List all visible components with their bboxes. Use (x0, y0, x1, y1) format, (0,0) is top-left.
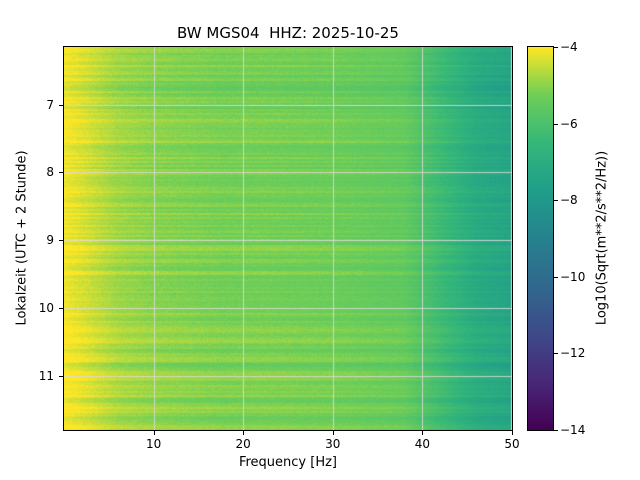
x-tick-label: 30 (325, 437, 341, 451)
colorbar-tick-mark (554, 123, 558, 125)
colorbar-tick-label: −14 (560, 423, 586, 437)
x-tick-mark (242, 431, 244, 435)
colorbar-tick-mark (554, 352, 558, 354)
colorbar-tick-mark (554, 199, 558, 201)
x-axis-label: Frequency [Hz] (238, 455, 338, 470)
y-tick-label: 8 (46, 165, 54, 180)
x-tick-label: 10 (145, 437, 162, 451)
y-tick-mark (59, 104, 63, 106)
x-tick-label: 20 (235, 437, 251, 451)
y-tick-label: 7 (46, 97, 54, 112)
colorbar-tick-mark (554, 276, 558, 278)
x-tick-mark (332, 431, 334, 435)
colorbar-tick-mark (554, 46, 558, 48)
x-tick-label: 40 (414, 437, 431, 451)
y-tick-label: 9 (46, 233, 54, 248)
colorbar-tick-label: −4 (560, 40, 578, 54)
y-tick-mark (59, 375, 63, 377)
x-tick-label: 50 (504, 437, 520, 451)
x-tick-mark (511, 431, 513, 435)
colorbar-tick-label: −12 (560, 346, 586, 361)
x-tick-mark (153, 431, 155, 435)
colorbar-tick-label: −8 (560, 193, 578, 208)
colorbar-tick-label: −6 (560, 116, 578, 131)
colorbar-gradient (528, 47, 553, 430)
colorbar-tick-label: −10 (560, 269, 586, 284)
x-tick-mark (421, 431, 423, 435)
colorbar (527, 46, 554, 431)
plot-area (63, 46, 513, 431)
y-tick-mark (59, 307, 63, 309)
y-tick-mark (59, 171, 63, 173)
spectrogram-heatmap (64, 47, 512, 430)
y-tick-label: 11 (38, 368, 54, 383)
y-tick-mark (59, 239, 63, 241)
colorbar-label: Log10(Sqrt(m**2/s**2/Hz)) (594, 150, 610, 326)
colorbar-tick-mark (554, 429, 558, 431)
y-tick-label: 10 (38, 300, 54, 315)
plot-title: BW MGS04 HHZ: 2025-10-25 (177, 24, 399, 42)
